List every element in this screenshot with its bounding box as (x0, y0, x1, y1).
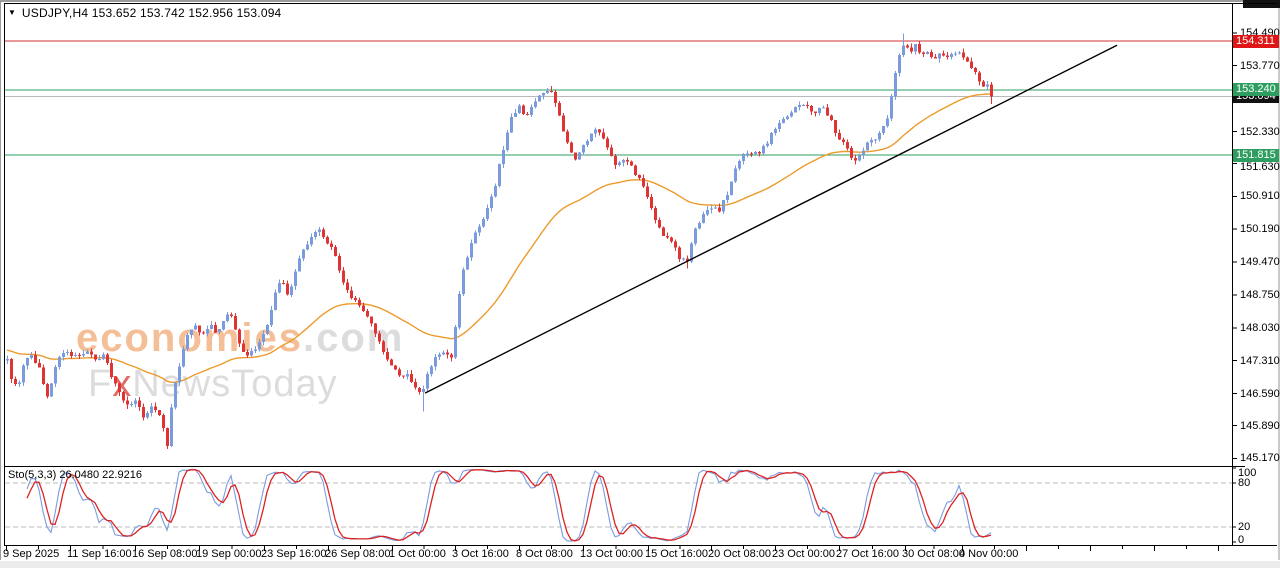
price-tick-label: 152.330 (1240, 125, 1280, 138)
price-tick-label: 145.890 (1240, 419, 1280, 432)
price-tick-label: 148.750 (1240, 288, 1280, 301)
window-frame-left (0, 0, 1, 567)
stochastic-tick-label: 80 (1238, 476, 1251, 489)
price-tick-label: 153.770 (1240, 59, 1280, 72)
stochastic-tick-label: 100 (1238, 467, 1257, 479)
axis-ticks (6, 32, 1237, 551)
time-tick-label: 16 Sep 08:00 (132, 548, 198, 560)
price-tick-label: 149.470 (1240, 256, 1280, 268)
window-frame-bottom (0, 560, 1280, 568)
time-tick-label: 23 Sep 16:00 (261, 548, 327, 560)
stochastic-tick-label: 20 (1238, 521, 1251, 534)
watermark-brand-gray: .com (302, 316, 405, 360)
stochastic-tick-label: 0 (1238, 534, 1245, 546)
watermark-rest: NewsToday (132, 363, 338, 405)
price-tick-label: 151.630 (1240, 161, 1280, 174)
price-tick-label: 148.030 (1240, 321, 1280, 334)
time-tick-label: 19 Sep 00:00 (196, 548, 262, 560)
window-frame-top (0, 0, 1280, 2)
stochastic-indicator-label: Sto(5,3,3) 26.0480 22.9216 (8, 469, 142, 481)
symbol-dropdown-icon[interactable]: ▼ (8, 8, 16, 17)
price-tick-label: 147.310 (1240, 354, 1280, 367)
horizontal-level-lines (5, 40, 1232, 156)
time-tick-label: 9 Sep 2025 (3, 548, 60, 560)
stochastic-k-line (26, 468, 992, 542)
stochastic-lines (26, 468, 992, 542)
watermark-x-icon: x (112, 363, 133, 405)
stochastic-d-line (26, 469, 992, 542)
moving-average-line (6, 93, 992, 383)
candles (6, 33, 993, 450)
price-tick-label: 146.590 (1240, 387, 1280, 400)
chart-title: USDJPY,H4 153.652 153.742 152.956 153.09… (21, 6, 282, 20)
time-tick-label: 1 Oct 00:00 (389, 548, 446, 560)
price-badge-support-1: 153.240 (1233, 83, 1279, 97)
time-tick-label: 23 Oct 00:00 (772, 548, 835, 560)
time-tick-label: 11 Sep 16:00 (67, 548, 132, 560)
time-tick-label: 20 Oct 08:00 (708, 548, 771, 560)
time-tick-label: 13 Oct 00:00 (580, 548, 643, 560)
time-tick-label: 27 Oct 16:00 (836, 548, 899, 560)
stochastic-level-lines (5, 482, 1232, 528)
chart-header: ▼ USDJPY,H4 153.652 153.742 152.956 153.… (8, 6, 281, 20)
price-badge-resistance: 154.311 (1233, 34, 1279, 48)
watermark-f: F (88, 363, 113, 405)
price-tick-label: 150.190 (1240, 223, 1280, 236)
panel-borders (4, 3, 1277, 546)
trendline[interactable] (424, 44, 1118, 394)
watermark-tagline: FxNewsToday (88, 365, 404, 403)
window-frame-right (1278, 0, 1280, 567)
time-tick-label: 3 Oct 16:00 (452, 548, 509, 560)
price-tick-label: 150.910 (1240, 190, 1280, 203)
time-tick-label: 15 Oct 16:00 (645, 548, 708, 560)
time-tick-label: 30 Oct 08:00 (902, 548, 965, 560)
time-tick-label: 4 Nov 00:00 (959, 548, 1019, 560)
price-tick-label: 145.170 (1240, 452, 1280, 465)
time-tick-label: 8 Oct 08:00 (516, 548, 573, 560)
time-tick-label: 26 Sep 08:00 (325, 548, 391, 560)
price-badge-support-2: 151.815 (1233, 148, 1279, 162)
